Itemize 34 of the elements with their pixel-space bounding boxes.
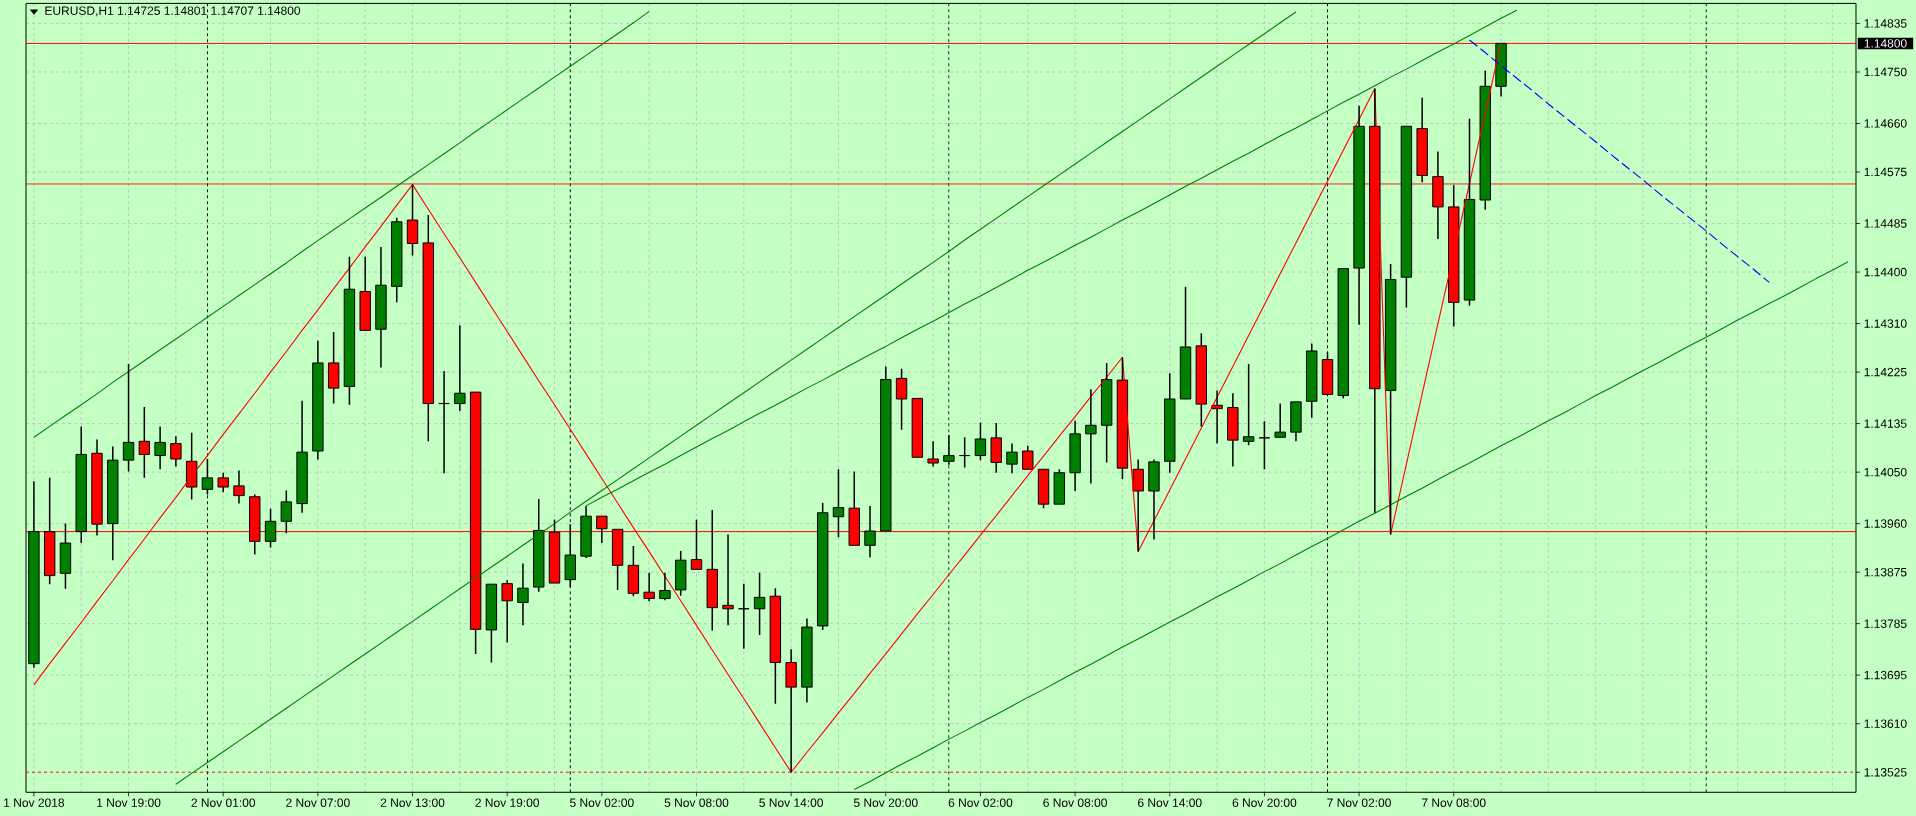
chart-title: EURUSD,H1 1.14725 1.14801 1.14707 1.14800 <box>45 6 301 17</box>
y-tick-label: 1.13875 <box>1864 567 1907 577</box>
y-tick-label: 1.13525 <box>1864 768 1907 777</box>
x-tick-label: 6 Nov 20:00 <box>1232 798 1297 807</box>
x-tick-label: 6 Nov 08:00 <box>1043 798 1107 807</box>
x-tick-label: 5 Nov 14:00 <box>759 798 824 807</box>
y-tick-label: 1.13695 <box>1864 670 1907 680</box>
x-tick-label: 7 Nov 08:00 <box>1421 798 1486 807</box>
x-tick-label: 5 Nov 02:00 <box>569 798 634 807</box>
y-tick-label: 1.13960 <box>1864 519 1907 528</box>
x-tick-label: 2 Nov 07:00 <box>286 798 350 807</box>
y-tick-label: 1.14485 <box>1864 219 1907 228</box>
x-tick-label: 1 Nov 2018 <box>4 798 65 807</box>
x-tick-label: 1 Nov 19:00 <box>97 798 161 807</box>
y-tick-label: 1.14400 <box>1864 267 1907 277</box>
x-tick-label: 2 Nov 19:00 <box>475 798 540 807</box>
x-tick-label: 5 Nov 20:00 <box>853 798 918 807</box>
x-tick-label: 7 Nov 02:00 <box>1327 798 1391 807</box>
x-tick-label: 6 Nov 14:00 <box>1138 798 1202 807</box>
y-tick-label: 1.14750 <box>1864 67 1907 77</box>
x-tick-label: 2 Nov 13:00 <box>380 798 445 807</box>
x-tick-label: 6 Nov 02:00 <box>948 798 1013 807</box>
y-tick-label: 1.14135 <box>1864 419 1907 428</box>
y-tick-label: 1.14660 <box>1864 119 1907 128</box>
y-tick-label: 1.14050 <box>1864 467 1907 477</box>
y-tick-label: 1.13785 <box>1864 619 1907 628</box>
y-tick-label: 1.14225 <box>1864 367 1907 377</box>
x-tick-label: 5 Nov 08:00 <box>664 798 729 807</box>
y-tick-label: 1.13610 <box>1864 719 1907 728</box>
y-tick-label: 1.14310 <box>1864 319 1907 328</box>
x-tick-label: 2 Nov 01:00 <box>191 798 256 807</box>
y-tick-label: 1.14575 <box>1864 167 1907 177</box>
ref-line-label: 1.14800 <box>1864 39 1907 48</box>
y-tick-label: 1.14835 <box>1864 19 1907 28</box>
